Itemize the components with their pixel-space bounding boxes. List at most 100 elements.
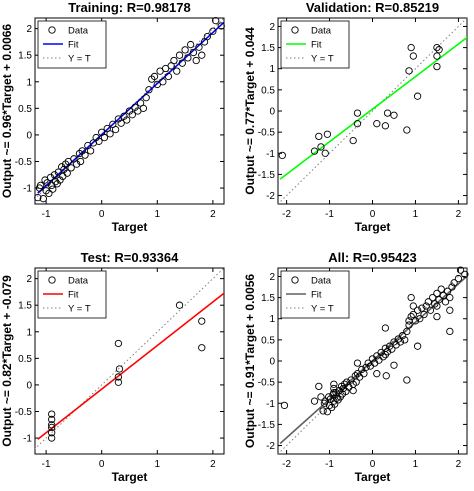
y-tick-label: 1 <box>26 77 32 88</box>
validation-y-label: Output ~= 0.77*Target + 0.044 <box>243 27 257 195</box>
data-point <box>50 171 59 179</box>
x-tick-label: 0 <box>99 459 105 470</box>
data-point <box>203 32 211 41</box>
data-point <box>39 195 47 203</box>
y-tick-label: 1 <box>269 64 275 75</box>
data-point <box>398 331 407 340</box>
data-point <box>164 72 173 81</box>
data-point <box>433 52 441 60</box>
data-point <box>422 302 430 310</box>
data-point <box>358 365 366 374</box>
validation-panel: -2 -1 0 1 2 -2 -1.5 -1 -0.5 0 0.5 1 1.5 2 Data Fit Y = T… <box>243 0 468 234</box>
data-point <box>388 345 396 353</box>
data-point <box>317 393 325 401</box>
legend-label-fit: Fit <box>311 290 322 301</box>
data-point <box>426 306 435 314</box>
data-point <box>433 62 441 71</box>
data-point <box>360 370 368 378</box>
y-tick-label: 0.5 <box>261 335 275 346</box>
y-tick-label: 0 <box>26 130 32 141</box>
x-tick-label: 2 <box>210 459 216 470</box>
all-panel: -2 -1 0 1 2 -2 -1.5 -1 -0.5 0 0.5 1 1.5 2 Data Fit Y = T… <box>243 250 469 484</box>
x-tick-label: -1 <box>325 209 334 220</box>
x-tick-label: 1 <box>413 209 419 220</box>
x-tick-label: 0 <box>99 209 105 220</box>
data-point <box>145 86 153 94</box>
data-point <box>315 132 323 141</box>
data-point <box>420 310 428 319</box>
all-y-label: Output ~= 0.91*Target + 0.0056 <box>243 274 257 449</box>
y-tick-label: 2 <box>269 272 275 283</box>
legend-label-data: Data <box>311 26 332 37</box>
data-point <box>373 120 381 128</box>
data-point <box>403 327 411 336</box>
data-point <box>433 302 441 310</box>
data-point <box>63 169 71 177</box>
y-tick-label: 1.5 <box>18 301 32 312</box>
x-tick-label: 0 <box>370 459 376 470</box>
data-point <box>390 111 398 119</box>
legend-label-data: Data <box>311 276 332 287</box>
data-point <box>170 56 178 65</box>
data-point <box>448 283 456 291</box>
legend-data-marker <box>48 276 56 284</box>
x-tick-label: 1 <box>413 459 419 470</box>
y-tick-label: -1.5 <box>258 420 276 431</box>
data-point <box>34 193 42 202</box>
test-fit-line <box>37 292 224 440</box>
legend-data-marker <box>291 26 299 34</box>
data-point <box>198 317 206 325</box>
data-point <box>95 137 103 145</box>
data-point <box>437 285 445 293</box>
data-point <box>117 119 125 127</box>
all-x-label: Target <box>355 470 391 484</box>
data-point <box>439 291 448 300</box>
data-point <box>51 178 60 186</box>
data-point <box>325 393 333 401</box>
training-y-label: Output ~= 0.96*Target + 0.0066 <box>0 24 14 199</box>
data-point <box>139 104 148 112</box>
data-point <box>390 361 398 369</box>
data-point <box>353 109 362 117</box>
data-point <box>48 415 56 424</box>
y-tick-label: 0 <box>26 380 32 391</box>
data-point <box>401 336 409 344</box>
data-point <box>217 22 225 30</box>
y-tick-label: 0 <box>269 107 275 118</box>
legend-label-fit: Fit <box>311 40 322 51</box>
x-tick-label: 1 <box>155 209 161 220</box>
data-point <box>46 173 55 182</box>
data-point <box>317 143 325 151</box>
data-point <box>428 293 437 302</box>
data-point <box>100 133 109 142</box>
training-x-label: Target <box>112 220 148 234</box>
data-point <box>111 125 120 134</box>
data-point <box>76 157 85 166</box>
data-point <box>48 410 56 418</box>
data-point <box>407 293 415 302</box>
data-point <box>379 353 387 361</box>
data-point <box>405 67 413 75</box>
y-tick-label: -0.5 <box>15 157 33 168</box>
data-point <box>409 302 417 310</box>
all-title: All: R=0.95423 <box>328 250 417 265</box>
data-point <box>362 363 370 371</box>
data-point <box>435 296 443 304</box>
data-point <box>48 434 56 442</box>
data-point <box>184 54 192 62</box>
y-tick-label: 0.5 <box>18 354 32 365</box>
data-point <box>446 327 454 336</box>
data-point <box>330 380 338 388</box>
data-point <box>310 397 319 405</box>
data-point <box>409 52 417 60</box>
data-point <box>321 149 329 157</box>
data-point <box>444 287 452 295</box>
data-point <box>81 151 89 159</box>
legend-label-identity: Y = T <box>311 54 334 65</box>
test-x-label: Target <box>112 470 148 484</box>
training-fit-line <box>37 21 224 194</box>
data-point <box>67 164 75 172</box>
data-point <box>115 365 124 373</box>
x-tick-label: -2 <box>282 459 291 470</box>
test-y-label: Output ~= 0.82*Target + -0.079 <box>0 275 14 447</box>
